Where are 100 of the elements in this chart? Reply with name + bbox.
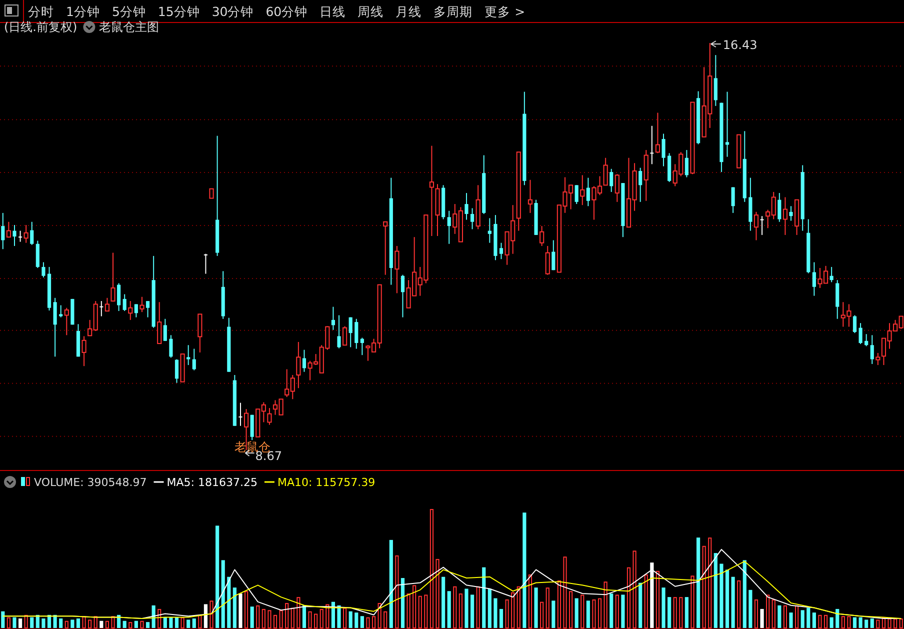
bar [163, 617, 167, 628]
bar [146, 622, 150, 628]
text: 5分钟 [112, 4, 146, 19]
bar [899, 618, 903, 628]
bar [82, 616, 86, 628]
chart-title: (日线.前复权) [4, 20, 78, 34]
bar [894, 618, 898, 628]
bar [540, 602, 544, 628]
bar [227, 576, 231, 628]
bar [308, 611, 312, 628]
bar [94, 616, 98, 628]
bar [586, 600, 590, 628]
bar [424, 594, 428, 628]
bar [673, 597, 677, 628]
bar [864, 620, 868, 628]
bar [888, 618, 892, 628]
bar [800, 610, 804, 628]
bar [580, 594, 584, 628]
bar [836, 608, 840, 628]
bar [30, 617, 34, 628]
bar [795, 605, 799, 628]
bar [430, 509, 434, 628]
bar [384, 611, 388, 628]
bar [858, 617, 862, 628]
bar [766, 594, 770, 628]
bar [436, 558, 440, 628]
bar [24, 614, 28, 628]
text: 日线 [320, 4, 346, 19]
bar [511, 592, 515, 628]
bar [186, 620, 190, 628]
bar [348, 611, 352, 628]
bar [360, 616, 364, 628]
bar [256, 605, 260, 628]
bar [418, 596, 422, 628]
bar [372, 616, 376, 628]
bar [337, 605, 341, 628]
bar [528, 574, 532, 628]
bar [522, 512, 526, 628]
legend-label: MA5: 181637.25 [166, 476, 258, 489]
bar [470, 594, 474, 628]
text: 60分钟 [266, 4, 308, 19]
bar [169, 617, 173, 628]
bar [464, 588, 468, 628]
bar [482, 567, 486, 628]
bar [476, 586, 480, 628]
bar [546, 588, 550, 628]
bar [557, 580, 561, 628]
bar [314, 614, 318, 628]
bar [442, 576, 446, 628]
bar [690, 576, 694, 628]
bar [88, 620, 92, 628]
bar [12, 617, 16, 628]
bar [42, 618, 46, 628]
bar [158, 608, 162, 628]
bar [778, 605, 782, 628]
bar [128, 622, 132, 628]
bar [100, 620, 104, 628]
bar [378, 603, 382, 628]
bar [180, 617, 184, 628]
bar [847, 616, 851, 628]
bar [516, 586, 520, 628]
bar [290, 608, 294, 628]
bar [505, 599, 509, 628]
bar [412, 585, 416, 628]
bar [250, 606, 254, 628]
bar [621, 594, 625, 628]
bar [812, 612, 816, 628]
text: 更多 > [484, 4, 526, 19]
bar [232, 588, 236, 628]
bar [737, 580, 741, 628]
bar [604, 582, 608, 628]
bar [754, 599, 758, 628]
bar [499, 608, 504, 628]
bar [569, 591, 573, 628]
bar [1, 611, 5, 628]
bar [140, 620, 144, 628]
bar [174, 617, 179, 628]
bar [882, 617, 886, 628]
legend-label: MA10: 115757.39 [277, 476, 376, 489]
bar [279, 610, 283, 628]
bar [615, 594, 619, 628]
bar [406, 593, 410, 628]
bar [458, 593, 462, 628]
text: 1分钟 [66, 4, 100, 19]
bar [18, 618, 22, 628]
bar [326, 604, 330, 628]
bar [285, 603, 289, 628]
bar [268, 610, 272, 628]
bar [574, 598, 578, 628]
bar [389, 540, 393, 628]
bar [192, 618, 196, 628]
bar [400, 578, 405, 628]
bar [238, 593, 242, 628]
bar [662, 588, 666, 628]
bar [725, 570, 730, 628]
text: 15分钟 [158, 4, 200, 19]
bar [453, 586, 457, 628]
bar [772, 599, 776, 628]
bar [876, 620, 880, 628]
bar [447, 591, 451, 628]
